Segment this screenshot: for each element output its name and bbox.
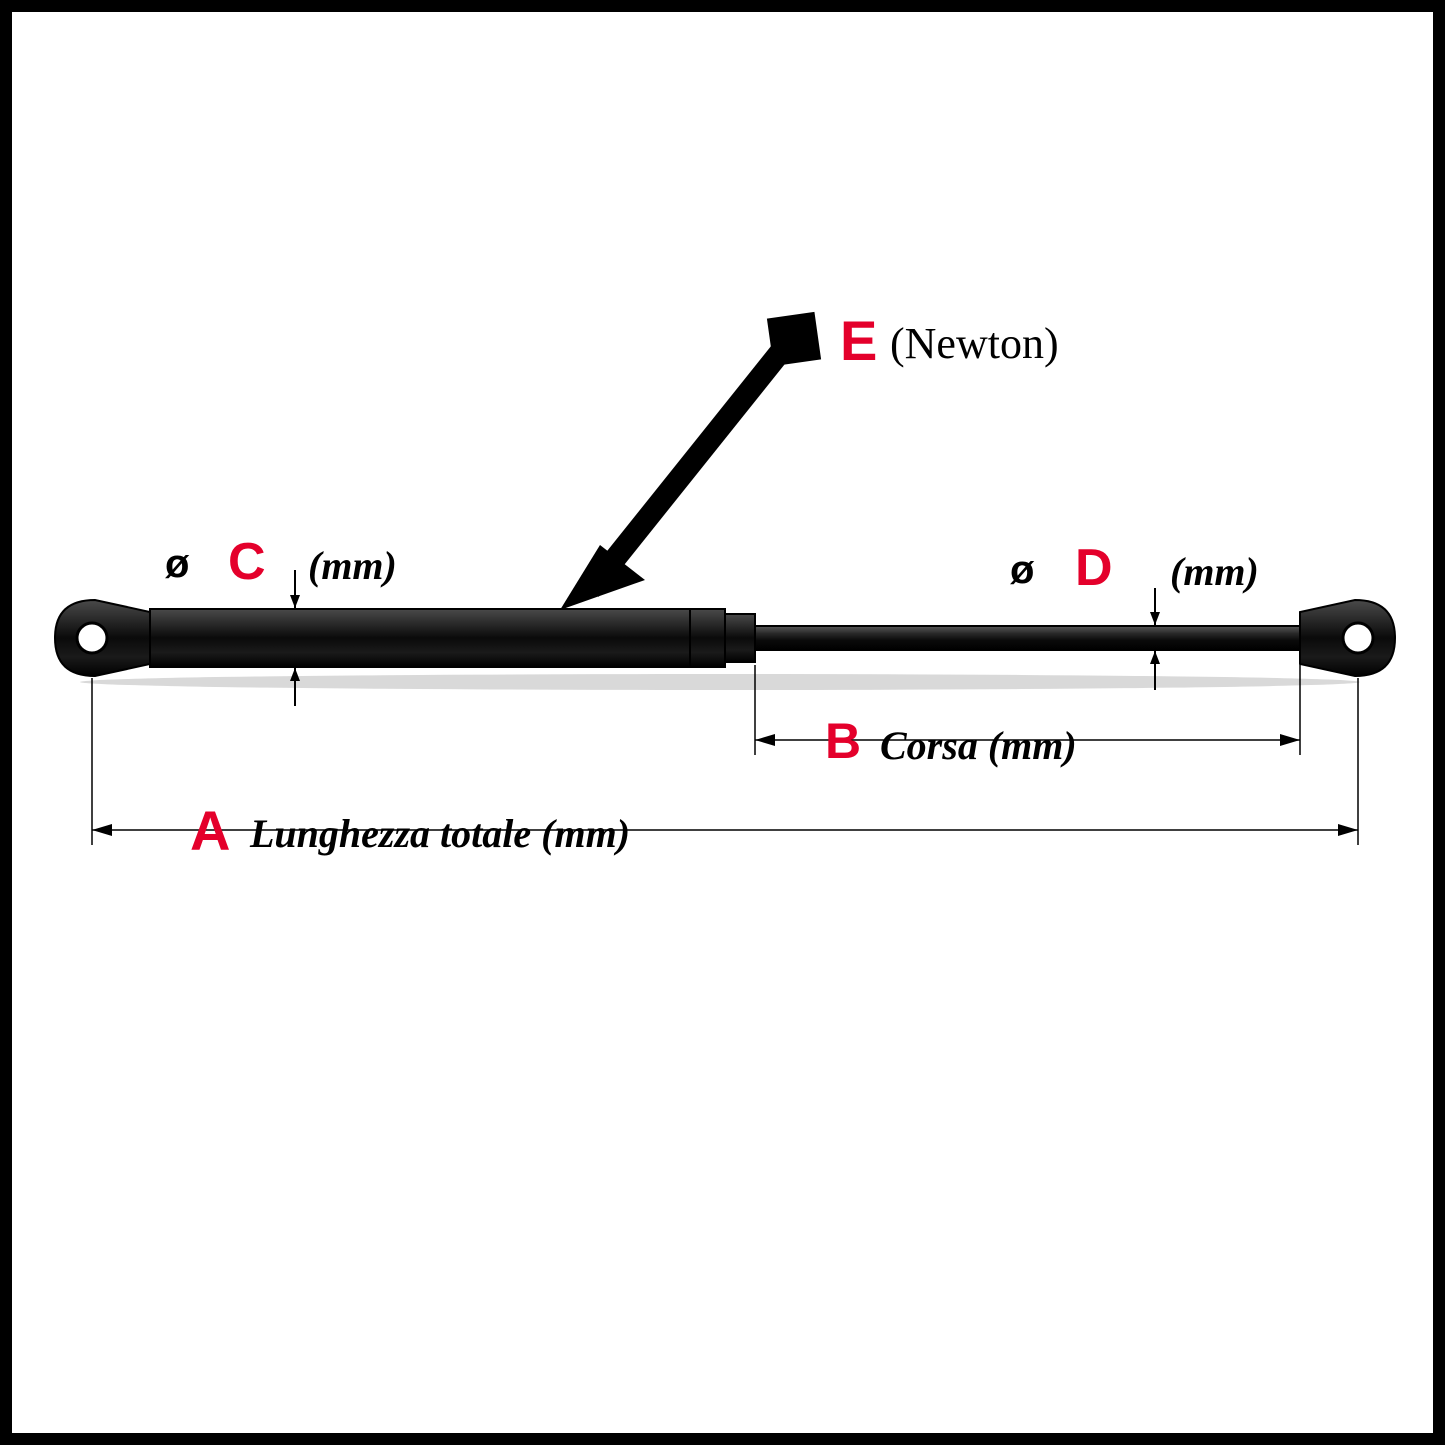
cylinder-section	[690, 609, 725, 667]
label-a-letter: A	[190, 798, 230, 863]
label-e-letter: E	[840, 308, 877, 373]
cylinder-endcap	[725, 614, 755, 662]
label-d-unit: (mm)	[1170, 548, 1259, 595]
label-c-diameter: ø	[165, 542, 189, 587]
right-eyelet	[1300, 600, 1395, 676]
left-eyelet	[55, 600, 150, 676]
strut-shadow	[80, 674, 1360, 690]
label-c-unit: (mm)	[308, 542, 397, 589]
force-arrow-e	[560, 312, 821, 610]
label-a-desc: Lunghezza totale (mm)	[250, 810, 630, 857]
label-e-unit: (Newton)	[890, 318, 1059, 369]
piston-rod	[755, 626, 1300, 650]
label-d-letter: D	[1075, 538, 1113, 598]
cylinder-body	[150, 609, 725, 667]
label-d-diameter: ø	[1010, 548, 1034, 593]
strut-drawing	[0, 0, 1445, 1445]
label-b-letter: B	[825, 712, 861, 770]
gas-spring-diagram: E (Newton) ø C (mm) ø D (mm) B Corsa (mm…	[0, 0, 1445, 1445]
label-c-letter: C	[228, 532, 266, 592]
label-b-desc: Corsa (mm)	[880, 722, 1077, 769]
